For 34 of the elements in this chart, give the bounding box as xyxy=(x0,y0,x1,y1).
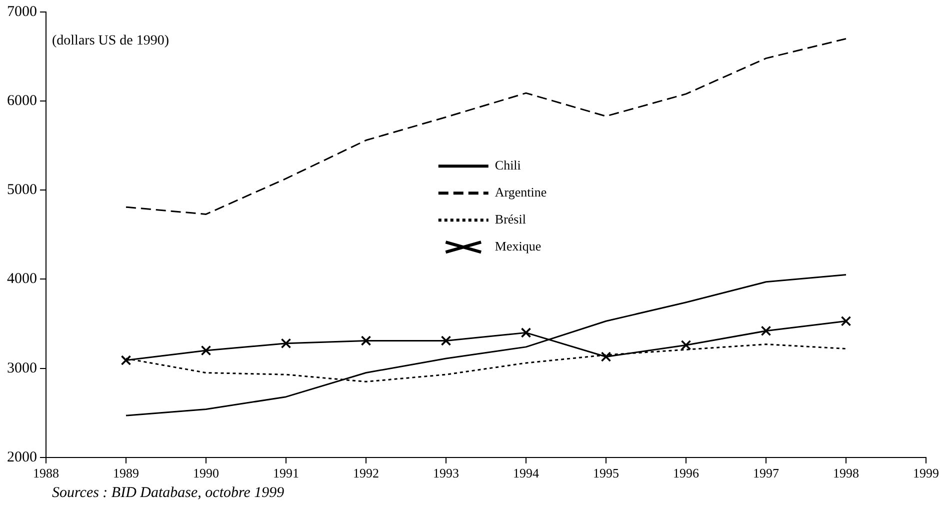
x-tick-label: 1989 xyxy=(113,466,139,481)
x-tick-label: 1991 xyxy=(273,466,299,481)
y-tick-label: 5000 xyxy=(7,182,37,198)
x-tick-label: 1998 xyxy=(833,466,859,481)
point xyxy=(840,316,852,326)
point xyxy=(360,336,372,346)
y-tick-label: 4000 xyxy=(7,271,37,288)
x-tick-label: 1990 xyxy=(193,466,219,481)
point xyxy=(120,355,132,366)
x-tick-label: 1992 xyxy=(353,466,379,481)
x-tick-label: 1999 xyxy=(913,466,939,481)
y-tick-label: 7000 xyxy=(7,4,37,20)
legend-label: Mexique xyxy=(494,238,542,254)
x-tick-label: 1993 xyxy=(433,466,459,481)
point xyxy=(760,326,772,336)
annotation: (dollars US de 1990) xyxy=(52,34,170,49)
legend-label: Brésil xyxy=(494,212,526,227)
point xyxy=(440,336,452,346)
point xyxy=(280,338,292,349)
x-tick-label: 1988 xyxy=(33,466,59,481)
x-tick-label: 1996 xyxy=(673,466,700,481)
point xyxy=(600,352,612,362)
source-note: Sources : BID Database, octobre 1999 xyxy=(52,485,284,502)
y-tick-label: 6000 xyxy=(7,93,37,110)
point xyxy=(680,340,692,350)
x-tick-label: 1994 xyxy=(513,466,540,481)
y-tick-label: 2000 xyxy=(7,449,37,466)
point xyxy=(200,345,212,356)
y-tick-label: 3000 xyxy=(7,360,37,376)
x-tick-label: 1995 xyxy=(593,466,619,481)
legend-label: Argentine xyxy=(494,184,547,200)
legend-label: Chili xyxy=(494,158,522,173)
x-tick-label: 1997 xyxy=(753,466,780,481)
point xyxy=(520,328,532,338)
